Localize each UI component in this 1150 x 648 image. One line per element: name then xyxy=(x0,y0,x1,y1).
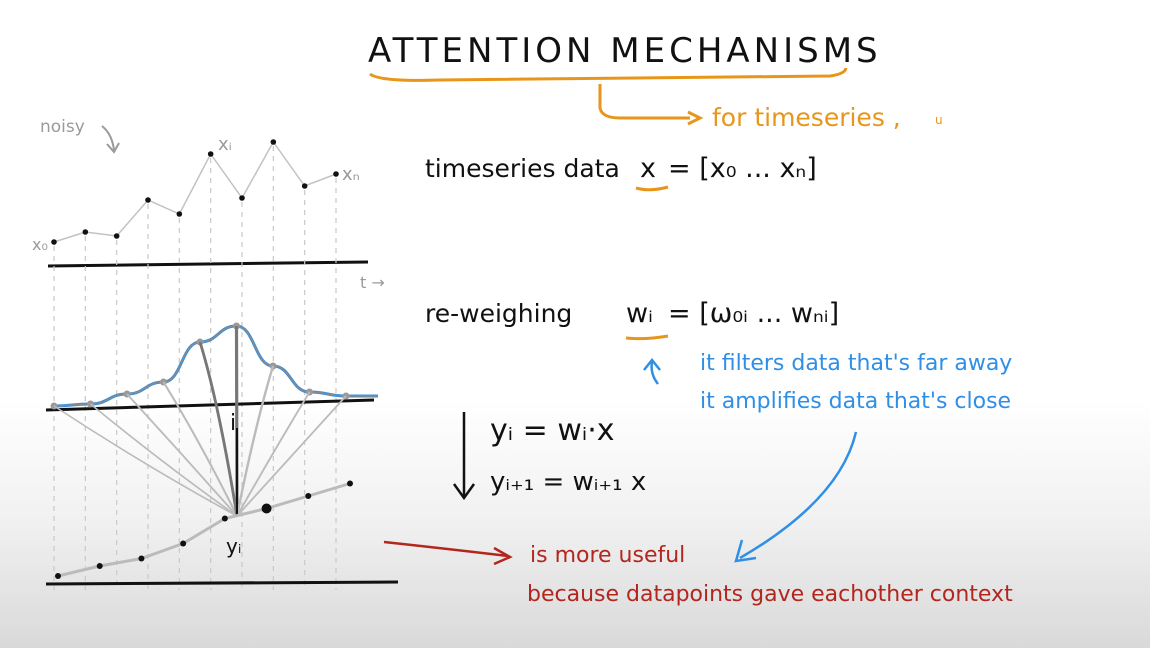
context-note: because datapoints gave eachother contex… xyxy=(527,582,1013,607)
xn-label: xₙ xyxy=(342,164,360,185)
timeseries-text: timeseries data xyxy=(425,154,620,183)
output-point xyxy=(55,573,61,579)
noisy-point xyxy=(145,197,151,203)
page-title: ATTENTION MECHANISMS xyxy=(368,31,882,71)
yi1-equation: yᵢ₊₁ = wᵢ₊₁ x xyxy=(490,467,646,497)
fan-line xyxy=(236,395,347,517)
output-point xyxy=(305,493,312,499)
output-series xyxy=(55,480,353,579)
output-point xyxy=(261,503,272,514)
filter-note: it filters data that's far away xyxy=(700,351,1012,376)
blue-curved-arrow xyxy=(739,431,858,560)
noisy-point xyxy=(239,195,245,201)
noisy-point xyxy=(113,233,120,239)
noisy-timeseries-plot: noisy t → x₀ xᵢ xₙ xyxy=(32,117,385,292)
amplify-note: it amplifies data that's close xyxy=(700,389,1011,414)
noisy-point xyxy=(333,171,339,177)
noisy-point xyxy=(51,239,57,245)
red-arrowhead-icon xyxy=(493,546,513,566)
x-variable: x xyxy=(640,153,656,184)
fan-line xyxy=(126,393,238,517)
weight-gray-curve xyxy=(53,325,378,407)
noisy-point xyxy=(176,211,183,217)
x-definition: = [x₀ ... xₙ] xyxy=(668,153,817,184)
bottom-axis xyxy=(45,580,399,586)
attention-fan-lines xyxy=(53,325,347,517)
top-time-axis xyxy=(47,260,369,268)
output-point xyxy=(96,563,103,569)
w-underline xyxy=(625,334,669,341)
subtitle-cutoff: u xyxy=(935,113,943,127)
time-axis-label: t → xyxy=(360,273,385,292)
fan-line xyxy=(89,403,238,517)
noisy-label: noisy xyxy=(40,117,85,137)
subtitle-arrow-icon xyxy=(687,110,704,126)
center-index-label: i xyxy=(230,411,236,436)
noisy-point xyxy=(270,139,277,145)
subtitle-connector xyxy=(598,84,690,120)
output-series-line xyxy=(57,482,351,578)
noisy-arrow-icon xyxy=(101,125,120,154)
title-underline xyxy=(369,67,848,82)
xi-label: xᵢ xyxy=(218,134,232,155)
x-underline xyxy=(635,185,669,192)
noisy-point xyxy=(82,229,89,235)
output-point xyxy=(347,480,353,487)
useful-note: is more useful xyxy=(530,543,685,568)
weight-curve-plot: i xyxy=(45,322,378,517)
fan-line xyxy=(53,405,238,517)
yi-label: yᵢ xyxy=(226,534,241,558)
reweigh-text: re-weighing xyxy=(425,299,572,328)
blue-arrowhead-icon xyxy=(734,539,757,563)
w-variable: wᵢ xyxy=(626,298,653,329)
fan-line xyxy=(236,391,311,517)
output-point xyxy=(138,555,145,562)
fan-line xyxy=(198,341,239,517)
noisy-point xyxy=(207,151,214,157)
red-arrow xyxy=(383,540,509,558)
blue-arrow-up-icon xyxy=(643,357,661,385)
output-point xyxy=(221,515,228,522)
w-definition: = [ω₀ᵢ ... wₙᵢ] xyxy=(668,298,839,329)
output-point xyxy=(180,540,187,547)
weight-axis xyxy=(45,398,375,412)
subtitle: for timeseries , xyxy=(712,103,901,132)
x0-label: x₀ xyxy=(32,235,48,254)
noisy-series-line xyxy=(53,140,337,243)
fan-line xyxy=(162,381,238,517)
down-arrow-icon xyxy=(452,483,476,501)
dashed-guides xyxy=(53,146,337,590)
noisy-point xyxy=(301,183,308,189)
noisy-series xyxy=(51,139,339,245)
output-plot: yᵢ xyxy=(45,480,399,586)
yi-equation: yᵢ = wᵢ·x xyxy=(490,413,615,448)
fan-line xyxy=(235,365,275,517)
